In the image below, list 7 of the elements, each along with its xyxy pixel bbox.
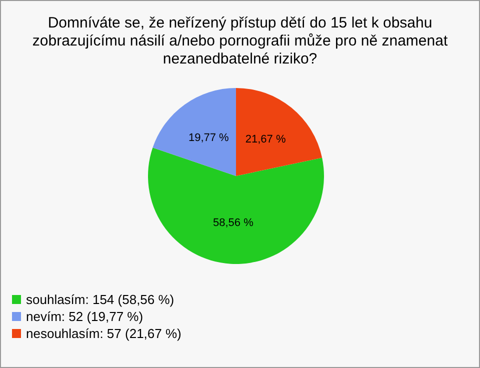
chart-title: Domníváte se, že neřízený přístup dětí do 15 let k obsahu zobrazujícímu násilí a/nebo pornografii může pro ně znamenat nezanedbatelné riziko? [32,14,448,68]
legend-label: nesouhlasím: 57 (21,67 %) [26,326,182,341]
legend-label: nevím: 52 (19,77 %) [26,309,144,324]
data-label: 19,77 % [188,132,230,144]
data-label: 21,67 % [245,133,286,146]
legend-label: souhlasím: 154 (58,56 %) [26,292,174,307]
data-label: 58,56 % [213,216,254,229]
